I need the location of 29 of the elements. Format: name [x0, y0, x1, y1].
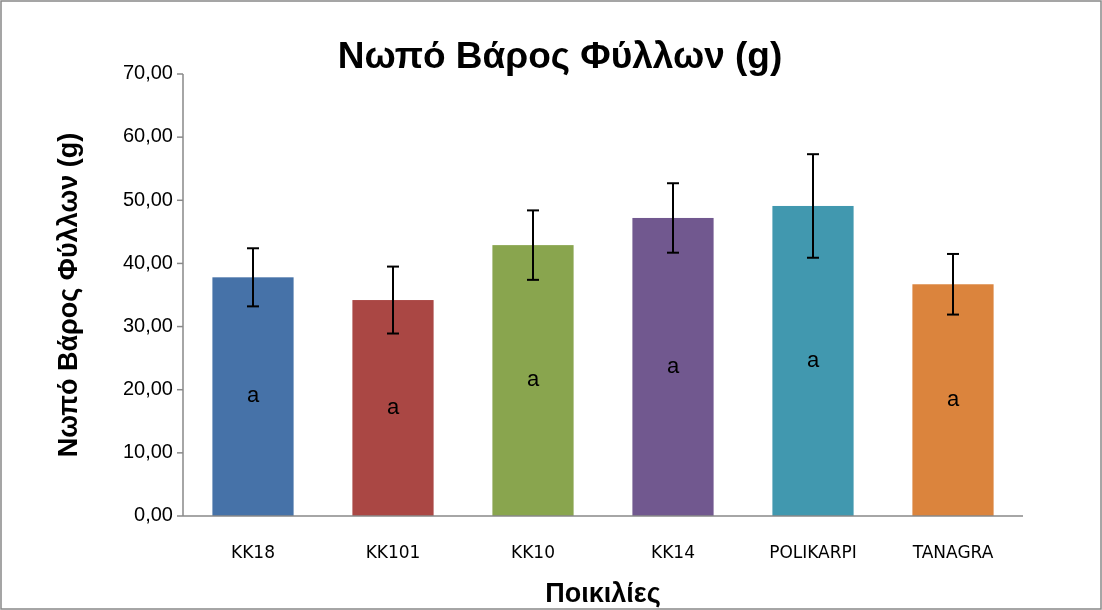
data-label: a	[526, 366, 540, 392]
bar	[492, 245, 574, 516]
chart-title: Νωπό Βάρος Φύλλων (g)	[337, 35, 783, 76]
data-label: a	[246, 382, 260, 408]
y-tick-label: 70,00	[122, 61, 173, 84]
y-tick-label: 0,00	[134, 503, 173, 526]
y-tick-label: 30,00	[122, 313, 173, 336]
x-tick-label: POLIKARPI	[769, 542, 857, 562]
x-tick-label: KK10	[511, 542, 555, 562]
x-tick-label: TANAGRA	[911, 542, 994, 562]
x-tick-label: KK14	[651, 542, 695, 562]
bar	[772, 205, 854, 516]
data-label: a	[666, 352, 680, 378]
y-tick-label: 40,00	[122, 250, 173, 273]
bar	[212, 277, 294, 516]
data-label: a	[806, 346, 820, 372]
y-tick-label: 20,00	[122, 377, 173, 399]
x-axis-title: Ποικιλίες	[545, 578, 661, 608]
y-tick-label: 60,00	[122, 124, 173, 147]
data-label: a	[386, 393, 400, 419]
bar	[632, 217, 714, 516]
x-tick-label: KK18	[231, 542, 275, 562]
y-tick-label: 10,00	[122, 440, 173, 463]
y-axis-title: Νωπό Βάρος Φύλλων (g)	[53, 132, 84, 458]
data-label: a	[946, 385, 960, 411]
bar	[912, 284, 994, 516]
bar	[352, 300, 434, 516]
y-tick-label: 50,00	[122, 187, 173, 210]
x-tick-label: KK101	[365, 542, 421, 562]
